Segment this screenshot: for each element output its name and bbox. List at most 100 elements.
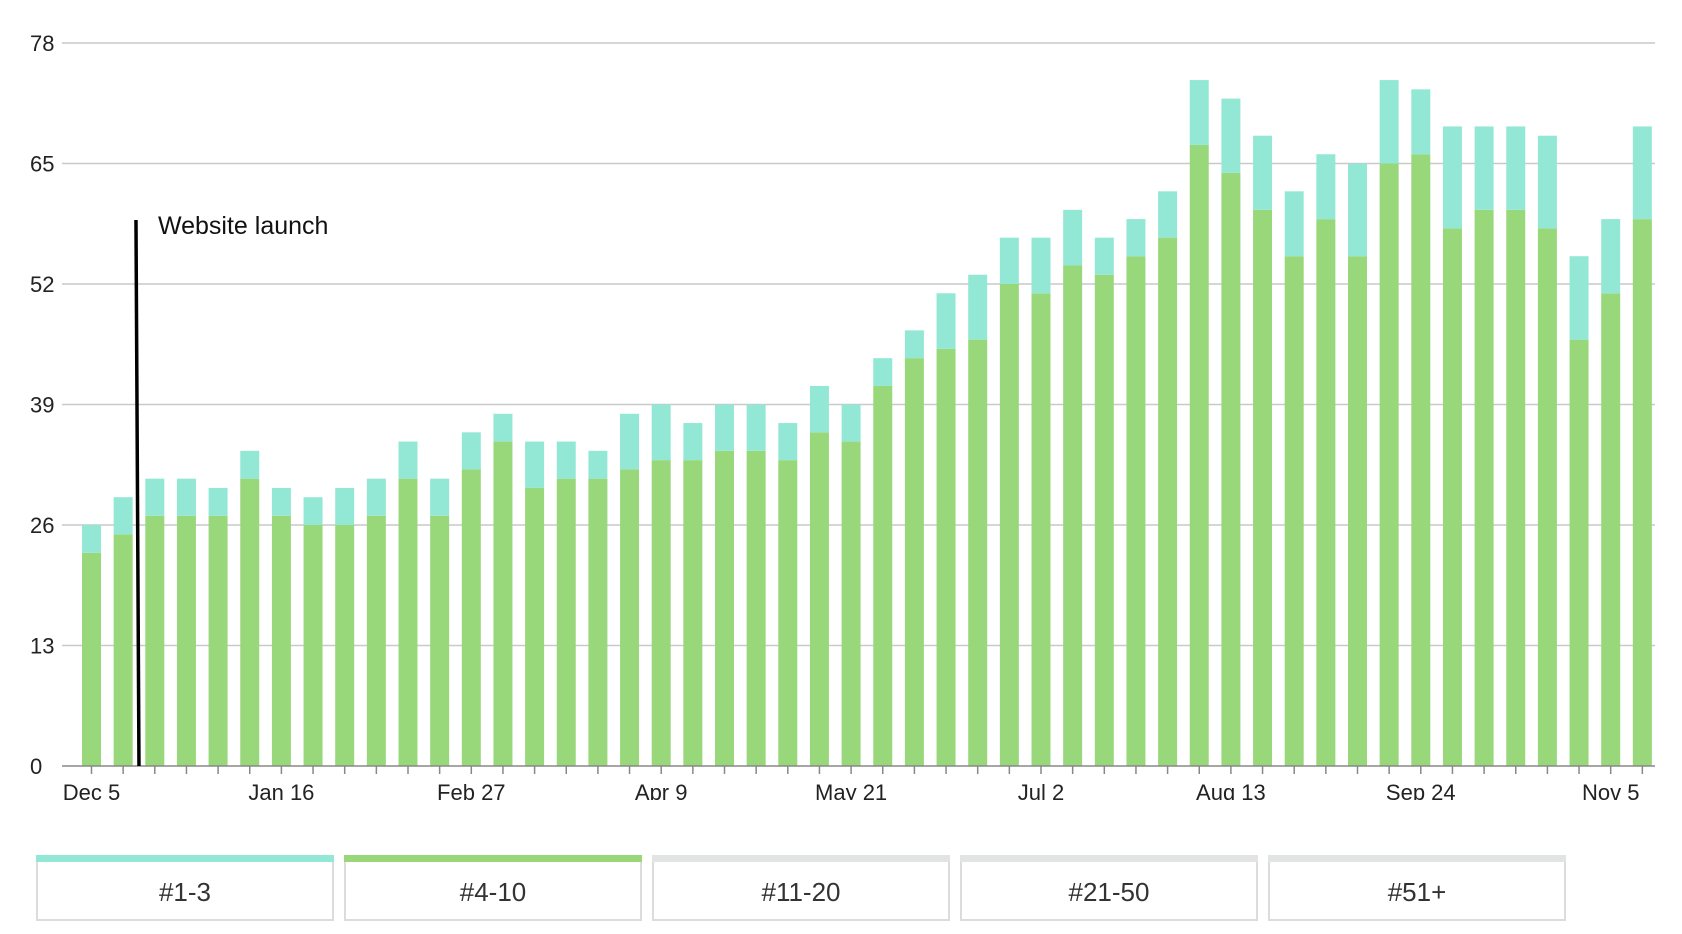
bar-segment-13 [271,487,291,516]
bar-segment-410 [1537,228,1557,766]
bar-segment-13 [493,413,513,442]
bar-segment-13 [1537,135,1557,229]
bar-segment-13 [525,441,545,488]
bar-segment-13 [1094,237,1114,275]
bar-segment-410 [651,460,671,766]
bar-segment-410 [1316,219,1336,767]
bar-segment-410 [1221,172,1241,766]
x-tick-label: Sep 24 [1386,780,1456,800]
bar-segment-13 [841,404,861,442]
bar-segment-13 [1126,219,1146,257]
bar-segment-410 [1506,209,1526,766]
bar-segment-13 [1031,237,1051,294]
bar-segment-13 [113,497,133,535]
y-tick-label: 39 [30,393,54,418]
bar-segment-13 [240,450,260,479]
bar-segment-410 [746,450,766,766]
bar-segment-410 [683,460,703,766]
bar-segment-410 [556,478,576,766]
bar-segment-13 [746,404,766,451]
bar-segment-13 [715,404,734,451]
bar-segment-13 [1601,219,1621,294]
bar-segment-410 [1284,256,1304,766]
y-tick-label: 13 [30,634,54,659]
bar-segment-410 [809,432,829,766]
bar-segment-410 [1348,256,1367,766]
bar-segment-410 [1158,237,1178,767]
bar-segment-410 [366,515,386,766]
legend-swatch [652,855,950,862]
bar-segment-410 [430,515,450,766]
bar-segment-13 [335,487,355,525]
legend-item-51-plus[interactable]: #51+ [1268,855,1566,921]
bar-segment-410 [999,284,1019,766]
bar-segment-13 [208,487,228,516]
bar-segment-410 [588,478,608,766]
x-tick-label: Dec 5 [63,780,120,800]
legend-swatch [1268,855,1566,862]
bar-segment-13 [1379,80,1399,164]
bar-segment-410 [1632,219,1652,767]
bar-segment-410 [240,478,260,766]
bar-segment-410 [1253,209,1273,766]
legend-label: #51+ [1387,877,1447,907]
y-tick-label: 0 [30,754,42,779]
legend-item-11-20[interactable]: #11-20 [652,855,950,921]
bar-segment-410 [1411,154,1431,766]
bar-segment-13 [1506,126,1526,210]
bar-segment-410 [968,339,988,766]
bar-segment-410 [1442,228,1462,766]
bar-segment-13 [1063,209,1083,266]
annotation-label: Website launch [158,212,328,240]
legend-swatch [344,855,642,862]
bar-segment-410 [873,385,893,766]
bar-segment-410 [1189,144,1209,766]
bar-segment-13 [145,478,165,516]
bar-segment-410 [1094,274,1114,766]
legend-label: #21-50 [1068,877,1150,907]
x-tick-label: Jul 2 [1018,780,1064,800]
bar-segment-13 [366,478,386,516]
bar-segment-13 [1569,256,1589,340]
stacked-bar-chart: 0 13 26 39 52 65 78 Dec 5 Jan 16 Feb 27 Apr 9 May … [30,31,1655,800]
bar-segment-13 [398,441,418,479]
legend-item-4-10[interactable]: #4-10 [344,855,642,921]
y-tick-label: 26 [30,513,54,538]
bar-segment-410 [620,469,640,766]
bar-segment-13 [1474,126,1494,210]
bar-segment-410 [145,515,165,766]
bar-segment-410 [1126,256,1146,766]
x-tick-label: Nov 5 [1582,780,1639,800]
x-tick-label: Apr 9 [635,780,688,800]
x-tick-label: May 21 [815,780,887,800]
bar-segment-410 [778,460,798,766]
bar-segment-13 [176,478,196,516]
bar-segment-410 [525,487,545,766]
bar-segment-410 [1063,265,1083,766]
bar-segment-13 [1253,135,1273,210]
legend-label: #1-3 [158,877,212,907]
bar-segment-410 [271,515,291,766]
bar-segment-13 [430,478,450,516]
bar-segment-410 [208,515,228,766]
bar-segment-410 [1031,293,1051,766]
legend-label: #4-10 [459,877,527,907]
bar-segment-13 [873,358,893,386]
bar-segment-410 [335,525,355,766]
bar-segment-410 [1601,293,1621,766]
bar-segment-410 [715,450,734,766]
legend-item-21-50[interactable]: #21-50 [960,855,1258,921]
bar-segment-13 [1632,126,1652,220]
bar-segment-410 [113,534,133,766]
bar-segment-13 [809,385,829,433]
x-tick-label: Jan 16 [248,780,314,800]
bar-segment-13 [461,432,481,470]
legend-item-1-3[interactable]: #1-3 [36,855,334,921]
bar-segment-13 [82,525,101,553]
bar-segment-13 [1348,163,1367,257]
bar-segment-410 [398,478,418,766]
bar-segment-13 [651,404,671,461]
bar-segment-13 [1316,154,1336,220]
bar-segment-410 [904,358,924,766]
legend: #1-3 #4-10 #11-20 #21-50 #51+ [36,855,1644,925]
